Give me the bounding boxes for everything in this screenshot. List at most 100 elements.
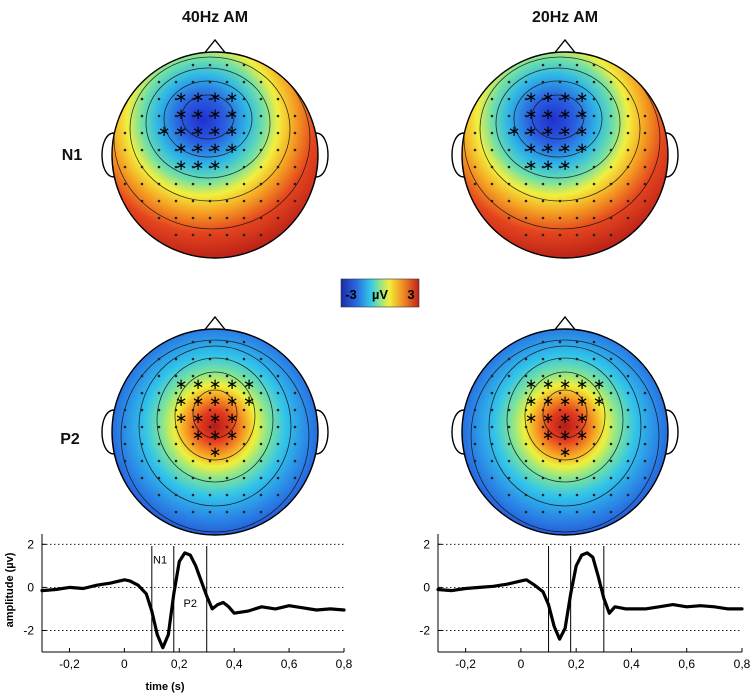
electrode-dot xyxy=(575,131,579,135)
electrode-dot xyxy=(208,510,212,514)
electrode-dot xyxy=(259,80,263,84)
electrode-dot xyxy=(558,97,562,101)
electrode-dot xyxy=(174,216,178,220)
electrode-dot xyxy=(626,165,630,169)
significant-electrode-star: ∗ xyxy=(243,375,256,393)
electrode-dot xyxy=(626,425,630,429)
electrode-dot xyxy=(507,442,511,446)
electrode-dot xyxy=(276,182,280,186)
electrode-dot xyxy=(575,97,579,101)
electrode-dot xyxy=(157,493,161,497)
electrode-dot xyxy=(592,442,596,446)
electrode-dot xyxy=(191,408,195,412)
electrode-dot xyxy=(174,131,178,135)
electrode-dot xyxy=(575,233,579,237)
electrode-dot xyxy=(541,199,545,203)
electrode-dot xyxy=(208,391,212,395)
electrode-dot xyxy=(191,391,195,395)
electrode-dot xyxy=(575,182,579,186)
erp-waveform xyxy=(40,551,346,650)
significant-electrode-star: ∗ xyxy=(192,105,205,123)
electrode-dot xyxy=(592,148,596,152)
column-title-20hz: 20Hz AM xyxy=(532,9,598,26)
electrode-dot xyxy=(507,148,511,152)
electrode-dot xyxy=(123,165,127,169)
electrode-dot xyxy=(208,442,212,446)
electrode-dot xyxy=(157,476,161,480)
electrode-dot xyxy=(575,476,579,480)
electrode-dot xyxy=(558,510,562,514)
y-tick-label: 2 xyxy=(423,537,430,551)
electrode-dot xyxy=(293,476,297,480)
electrode-dot xyxy=(140,97,144,101)
electrode-dot xyxy=(174,199,178,203)
contour-line xyxy=(113,52,311,230)
electrode-dot xyxy=(208,340,212,344)
electrode-dot xyxy=(541,340,545,344)
electrode-dot xyxy=(609,408,613,412)
significant-electrode-star: ∗ xyxy=(525,122,538,140)
electrode-dot xyxy=(157,374,161,378)
electrode-dot xyxy=(225,493,229,497)
electrode-dot xyxy=(174,233,178,237)
left-ear xyxy=(101,132,115,178)
electrode-dot xyxy=(541,63,545,67)
electrode-dot xyxy=(473,131,477,135)
significant-electrode-star: ∗ xyxy=(576,426,589,444)
contour-line xyxy=(488,345,642,507)
electrode-dot xyxy=(626,97,630,101)
electrode-dot xyxy=(524,114,528,118)
significant-electrode-star: ∗ xyxy=(243,392,256,410)
electrode-dot xyxy=(558,63,562,67)
electrode-dot xyxy=(643,442,647,446)
electrode-dot xyxy=(524,80,528,84)
contour-line xyxy=(163,80,253,158)
significant-electrode-star: ∗ xyxy=(576,409,589,427)
electrode-dot xyxy=(558,476,562,480)
electrode-dot xyxy=(626,114,630,118)
electrode-dot xyxy=(490,476,494,480)
electrode-dot xyxy=(242,493,246,497)
electrode-dot xyxy=(507,80,511,84)
electrode-dot xyxy=(174,114,178,118)
electrode-dot xyxy=(225,199,229,203)
significant-electrode-star: ∗ xyxy=(559,426,572,444)
electrode-dot xyxy=(609,233,613,237)
significant-electrode-star: ∗ xyxy=(525,105,538,123)
significant-electrode-star: ∗ xyxy=(542,426,555,444)
electrode-dot xyxy=(259,97,263,101)
electrode-dot xyxy=(293,408,297,412)
electrode-dot xyxy=(592,493,596,497)
electrode-dot xyxy=(490,165,494,169)
electrode-dot xyxy=(191,425,195,429)
electrode-dot xyxy=(242,216,246,220)
electrode-dot xyxy=(575,408,579,412)
electrode-dot xyxy=(225,476,229,480)
row-label-p2: P2 xyxy=(60,431,80,448)
significant-electrode-star: ∗ xyxy=(175,88,188,106)
significant-electrode-star: ∗ xyxy=(192,375,205,393)
significant-electrode-star: ∗ xyxy=(593,392,606,410)
electrode-dot xyxy=(490,442,494,446)
electrode-dot xyxy=(140,476,144,480)
electrode-dot xyxy=(592,165,596,169)
electrode-dot xyxy=(225,374,229,378)
electrode-dot xyxy=(541,374,545,378)
electrode-dot xyxy=(293,442,297,446)
electrode-dot xyxy=(276,493,280,497)
electrode-dot xyxy=(276,391,280,395)
electrode-dot xyxy=(626,182,630,186)
electrode-dot xyxy=(208,165,212,169)
significant-electrode-star: ∗ xyxy=(175,392,188,410)
significant-electrode-star: ∗ xyxy=(175,409,188,427)
x-tick-label: 0,4 xyxy=(226,657,243,671)
significant-electrode-star: ∗ xyxy=(525,88,538,106)
electrode-dot xyxy=(208,131,212,135)
electrode-dot xyxy=(276,199,280,203)
electrode-dot xyxy=(558,199,562,203)
electrode-dot xyxy=(609,131,613,135)
electrode-dot xyxy=(592,357,596,361)
significant-electrode-star: ∗ xyxy=(593,375,606,393)
electrode-dot xyxy=(123,131,127,135)
electrode-dot xyxy=(609,374,613,378)
